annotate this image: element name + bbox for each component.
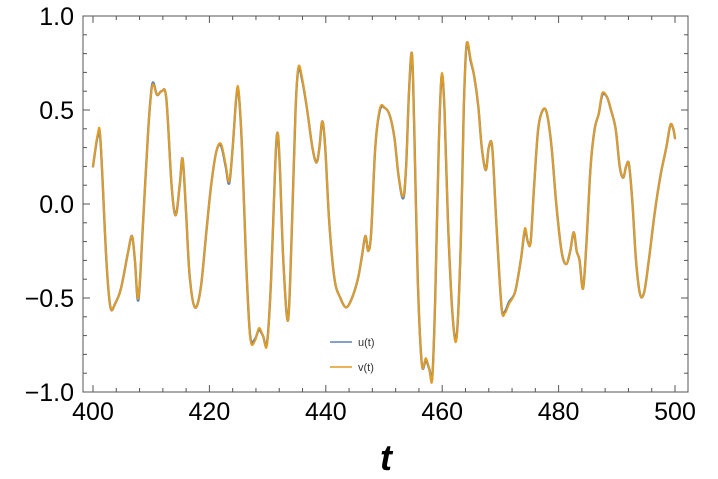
series-layer (91, 41, 677, 384)
y-tick-label: 1.0 (39, 3, 74, 31)
legend: u(t) v(t) (330, 337, 375, 374)
x-tick-label: 400 (72, 398, 114, 426)
y-tick-labels: −1.0 −0.5 0.0 0.5 1.0 (25, 3, 74, 407)
y-tick-label: −0.5 (25, 285, 74, 313)
ticks-layer (83, 15, 688, 393)
x-tick-label: 420 (189, 398, 231, 426)
legend-label: v(t) (358, 362, 374, 374)
y-tick-label: 0.0 (39, 191, 74, 219)
x-tick-labels: 400 420 440 460 480 500 (72, 398, 696, 426)
x-tick-label: 460 (421, 398, 463, 426)
y-tick-label: 0.5 (39, 97, 74, 125)
x-tick-label: 440 (305, 398, 347, 426)
series-line-v (92, 41, 676, 384)
x-tick-label: 500 (654, 398, 696, 426)
x-tick-label: 480 (538, 398, 580, 426)
legend-label: u(t) (358, 337, 375, 349)
y-tick-label: −1.0 (25, 379, 74, 407)
x-axis-title: t (380, 437, 394, 478)
